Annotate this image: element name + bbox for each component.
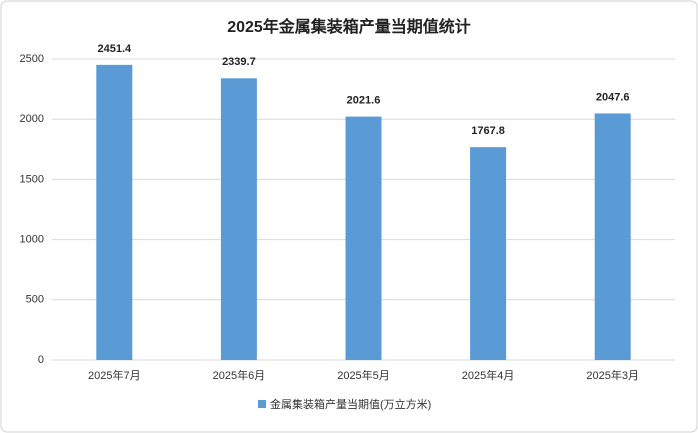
bar	[96, 64, 133, 360]
y-tick-label: 500	[26, 294, 44, 306]
value-label: 1767.8	[471, 125, 505, 137]
x-tick-label: 2025年3月	[586, 368, 639, 382]
legend-swatch	[258, 400, 266, 408]
bar	[470, 147, 507, 360]
y-tick-label: 1000	[20, 234, 44, 246]
value-label: 2451.4	[97, 43, 132, 55]
legend-label: 金属集装箱产量当期值(万立方米)	[270, 397, 431, 411]
x-tick-label: 2025年6月	[213, 368, 266, 382]
bar	[220, 78, 257, 361]
bar	[345, 116, 382, 360]
x-tick-label: 2025年7月	[88, 368, 141, 382]
y-tick-label: 2500	[20, 53, 44, 65]
y-tick-label: 2000	[20, 113, 44, 125]
x-tick-label: 2025年5月	[337, 368, 390, 382]
chart-title: 2025年金属集装箱产量当期值统计	[227, 17, 471, 36]
value-label: 2021.6	[347, 95, 381, 107]
bar	[594, 113, 631, 360]
value-label: 2047.6	[596, 91, 630, 103]
y-tick-label: 1500	[20, 173, 44, 185]
x-tick-label: 2025年4月	[462, 368, 515, 382]
value-label: 2339.7	[222, 56, 256, 68]
y-tick-label: 0	[38, 354, 44, 366]
